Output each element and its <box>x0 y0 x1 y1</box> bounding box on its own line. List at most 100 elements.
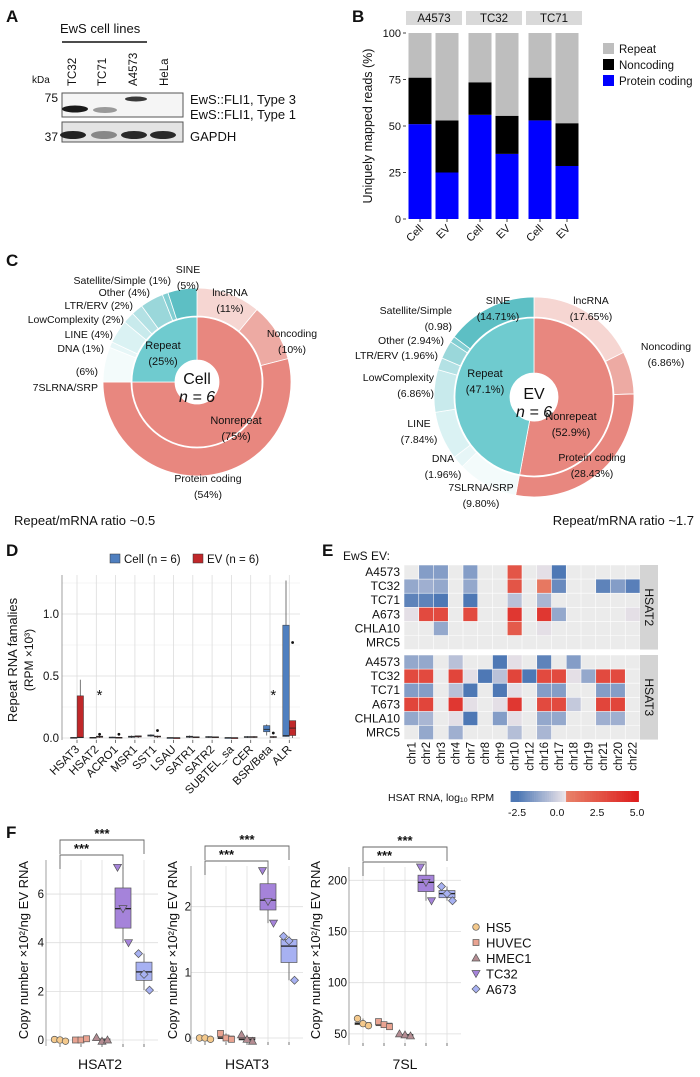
pie-outer-label-name: Noncoding <box>641 341 691 353</box>
heatmap-cell <box>433 593 448 607</box>
heatmap-cell <box>463 683 478 697</box>
heatmap-col-label: chr18 <box>569 742 581 771</box>
y-tick-label: 100 <box>383 28 401 40</box>
pie-outer-slice-lowcomplexity <box>433 369 458 413</box>
colorbar-segment <box>593 791 597 802</box>
marker-75: 75 <box>45 91 59 105</box>
data-point-a673 <box>134 949 143 959</box>
heatmap-cell <box>404 711 419 726</box>
heatmap-cell <box>537 593 552 607</box>
legend-label: Noncoding <box>619 60 674 72</box>
pie-outer-label-value: (9.80%) <box>463 498 500 510</box>
bar-repeat <box>495 33 519 116</box>
heatmap-cell <box>537 655 552 669</box>
heatmap-col-label: chr12 <box>524 742 536 771</box>
colorbar-segment <box>525 791 528 802</box>
heatmap-cell <box>596 683 611 697</box>
data-point-huvec <box>217 1030 224 1037</box>
pie-outer-label-name: LowComplexity <box>28 314 100 326</box>
heatmap-cell <box>537 725 552 740</box>
colorbar-segment <box>561 791 565 802</box>
colorbar-segment <box>636 791 639 802</box>
colorbar-segment <box>613 791 616 802</box>
heatmap-cell <box>507 593 522 607</box>
pie-outer-label-value: (11%) <box>216 303 243 315</box>
colorbar-segment <box>595 791 599 802</box>
pie-outer-label-name: LTR/ERV <box>65 300 108 312</box>
significance-stars: *** <box>239 832 255 847</box>
pie-outer-label-name: DNA <box>57 343 79 355</box>
data-point-huvec <box>375 1018 382 1025</box>
colorbar-segment <box>617 791 620 802</box>
data-point-tc32 <box>415 863 426 872</box>
data-point-a673 <box>290 975 299 985</box>
data-point-huvec <box>228 1035 235 1043</box>
heatmap-cell <box>448 655 463 669</box>
heatmap-cell <box>463 579 478 593</box>
heatmap-cell <box>507 565 522 579</box>
legend-marker-hs5 <box>472 923 480 931</box>
pie-outer-label-value: (2%) <box>102 314 124 326</box>
data-point-tc32 <box>263 898 273 907</box>
heatmap-cell <box>625 579 640 593</box>
data-point-tc32 <box>257 867 268 876</box>
colorbar-segment <box>549 791 552 802</box>
colorbar-segment <box>557 791 560 802</box>
heatmap-row-label: A4573 <box>365 565 400 579</box>
data-point-hmec1 <box>91 1032 102 1041</box>
data-point-tc32 <box>268 919 279 928</box>
y-tick-label: 2 <box>185 902 191 914</box>
panel-label-d: D <box>6 541 18 560</box>
pie-outer-label-value: (1.96%) <box>401 350 438 362</box>
facet-label: HSAT2 <box>642 588 656 626</box>
y-axis-title: Copy number ×10²/ng EV RNA <box>16 861 31 1039</box>
colorbar-segment <box>523 791 526 802</box>
heatmap-cell <box>404 697 419 712</box>
heatmap-cell <box>551 579 566 593</box>
pie-outer-label-name: 7SLRNA/SRP <box>448 482 513 494</box>
band-tc32 <box>62 105 88 113</box>
colorbar-segment <box>602 791 605 802</box>
legend-label: TC32 <box>486 967 518 982</box>
heatmap-cell <box>596 669 611 683</box>
pie-center-n: n = 6 <box>179 389 215 406</box>
colorbar-segment <box>517 791 520 802</box>
heatmap-cell <box>507 669 522 683</box>
colorbar-segment <box>578 791 582 802</box>
bar-noncoding <box>495 115 519 154</box>
colorbar-segment <box>621 791 624 802</box>
facet-label: TC32 <box>480 13 508 25</box>
pie-outer-label: Other (4%) <box>99 287 150 299</box>
heatmap-cell <box>566 669 581 683</box>
pie-outer-label: Satellite/Simple (1%) <box>74 275 171 287</box>
band-label-type1: EwS::FLI1, Type 1 <box>190 107 296 122</box>
heatmap-cell <box>537 711 552 726</box>
lane-label: TC71 <box>97 58 109 86</box>
heatmap-cell <box>404 579 419 593</box>
data-point-tc32 <box>421 879 431 888</box>
heatmap-cell <box>596 579 611 593</box>
y-tick-label: 0 <box>38 1035 44 1047</box>
pie-inner-label: Repeat <box>145 340 180 352</box>
significance-stars: *** <box>219 847 235 862</box>
data-point-a673 <box>145 985 154 995</box>
pie-outer-slice-sine <box>453 296 535 350</box>
data-point-huvec <box>83 1035 90 1043</box>
y-axis-title: Uniquely mapped reads (%) <box>361 49 375 204</box>
significance-bracket <box>362 861 427 876</box>
heatmap-cell <box>448 683 463 697</box>
heatmap-cell <box>537 683 552 697</box>
colorbar-segment <box>591 791 595 802</box>
legend-swatch <box>603 43 614 54</box>
heatmap-cell <box>551 607 566 622</box>
colorbar-segment <box>608 791 612 802</box>
pie-outer-label-value: (1.96%) <box>425 469 462 481</box>
repeat-mrna-ratio: Repeat/mRNA ratio ~0.5 <box>14 513 155 528</box>
pie-outer-label: LTR/ERV (1.96%) <box>355 350 438 362</box>
data-point-hs5 <box>364 1022 373 1030</box>
heatmap-cell <box>404 683 419 697</box>
heatmap-cell <box>507 697 522 712</box>
heatmap-cell <box>419 669 434 683</box>
data-point-a673 <box>279 931 288 941</box>
heatmap-cell <box>433 621 448 636</box>
